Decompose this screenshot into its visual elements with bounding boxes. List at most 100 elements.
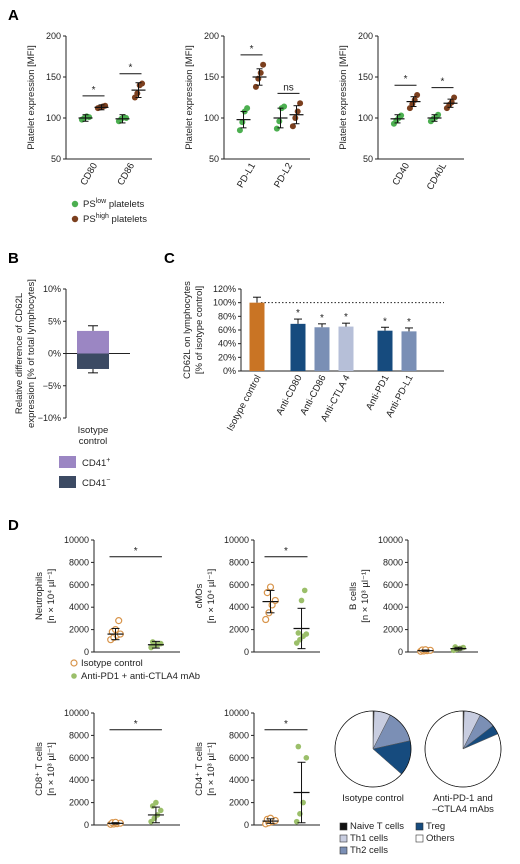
pie-legend-swatch: [339, 846, 348, 855]
y-tick-label: 100: [358, 113, 373, 123]
panel-label-a: A: [8, 7, 19, 24]
y-tick-label: 8000: [383, 557, 403, 567]
y-tick-label: 2000: [69, 798, 89, 808]
significance-label: *: [441, 77, 445, 88]
y-tick-label: 0: [84, 647, 89, 657]
chart-d6: Isotype control: [334, 710, 412, 804]
chart-d3: 0 2000 4000 6000 8000 10000 B cells [n × 10³ µl…: [348, 535, 478, 657]
legend-label: CD41−: [82, 477, 110, 489]
bar: [290, 323, 306, 371]
y-tick-label: 0%: [48, 349, 61, 359]
y-tick-label: 20%: [218, 352, 236, 362]
pie-outline: [424, 710, 502, 788]
data-point: [157, 807, 164, 814]
y-axis-unit: [n × 10⁴ µl⁻¹]: [46, 569, 57, 623]
legend-label: CD41+: [82, 457, 110, 469]
bar: [401, 331, 417, 371]
data-point: [435, 111, 442, 118]
data-point: [292, 115, 299, 121]
y-axis-unit: [n × 10³ µl⁻¹]: [360, 569, 371, 623]
y-axis-label: B cells: [348, 582, 359, 610]
legend-iso-marker: [70, 659, 78, 667]
bar: [314, 327, 330, 371]
chart-b: −10% −5% 0% 5% 10% Relative difference of CD6…: [14, 279, 130, 489]
y-tick-label: 60%: [218, 325, 236, 335]
bar: [77, 330, 109, 354]
data-point: [257, 69, 264, 76]
data-point: [236, 127, 243, 134]
pie-title-line2: –CTLA4 mAbs: [432, 804, 494, 815]
legend-anti-label: Anti-PD1 + anti-CTLA4 mAb: [81, 671, 200, 682]
y-tick-label: 6000: [383, 580, 403, 590]
y-axis-label: Platelet expression [MFI]: [338, 45, 349, 150]
pie-title-line1: Anti-PD-1 and: [433, 793, 493, 804]
y-tick-label: 4000: [383, 602, 403, 612]
legend-swatch: [59, 456, 76, 468]
x-tick-label-line2: control: [79, 436, 108, 447]
chart-a2: 50 100 150 200 Platelet expression [MFI] PD-L…: [184, 31, 310, 190]
legend-swatch: [59, 476, 76, 488]
y-tick-label: 150: [358, 72, 373, 82]
bar: [77, 353, 109, 369]
significance-label: *: [296, 308, 300, 319]
chart-d7: Anti-PD-1 and–CTLA4 mAbs: [424, 710, 502, 815]
y-tick-label: 200: [204, 31, 219, 41]
pie-legend-label: Treg: [426, 821, 445, 832]
y-tick-label: 2000: [383, 625, 403, 635]
significance-label: *: [92, 85, 96, 96]
chart-d5: 0 2000 4000 6000 8000 10000 CD4⁺ T cells [n × 1…: [194, 708, 320, 830]
pie-legend-label: Naive T cells: [350, 821, 404, 832]
y-tick-label: 10000: [378, 535, 403, 545]
panel-label-b: B: [8, 250, 19, 267]
pie-legend-swatch: [415, 834, 424, 843]
pie-legend-swatch: [339, 822, 348, 831]
chart-a3: 50 100 150 200 Platelet expression [MFI] CD40…: [338, 31, 464, 192]
data-point: [297, 100, 304, 107]
x-tick-label: CD40: [390, 161, 412, 188]
significance-label: *: [383, 316, 387, 327]
y-tick-label: 6000: [69, 580, 89, 590]
data-point: [301, 587, 308, 594]
data-point: [289, 123, 296, 130]
significance-label: *: [284, 546, 288, 557]
pie-title: Isotype control: [342, 793, 404, 804]
y-tick-label: 6000: [229, 753, 249, 763]
y-tick-label: 10000: [224, 708, 249, 718]
x-tick-label: CD86: [115, 161, 137, 188]
data-point: [115, 617, 123, 625]
panel-label-c: C: [164, 250, 175, 267]
y-tick-label: 8000: [229, 557, 249, 567]
x-tick-label-line1: Isotype: [78, 425, 109, 436]
y-axis-label: cMOs: [194, 583, 205, 608]
data-point: [293, 818, 300, 825]
legend-anti-marker: [71, 673, 77, 679]
y-tick-label: 0: [398, 647, 403, 657]
significance-label: *: [344, 312, 348, 323]
y-axis-unit: [n × 10³ µl⁻¹]: [46, 742, 57, 796]
y-tick-label: 8000: [69, 730, 89, 740]
pie-legend-swatch: [339, 834, 348, 843]
x-tick-label: CD80: [78, 161, 100, 188]
y-tick-label: 4000: [229, 775, 249, 785]
data-point: [295, 743, 302, 750]
chart-d1: 0 2000 4000 6000 8000 10000 Neutrophils [n × 10…: [34, 535, 180, 657]
significance-label: *: [320, 313, 324, 324]
data-point: [149, 639, 156, 645]
y-tick-label: 80%: [218, 311, 236, 321]
y-tick-label: 2000: [69, 625, 89, 635]
data-point: [398, 112, 405, 119]
legend-ps-low-marker: [71, 200, 79, 208]
y-tick-label: 0: [244, 820, 249, 830]
x-tick-label: CD40L: [425, 161, 449, 192]
y-tick-label: 200: [46, 31, 61, 41]
y-axis-unit: [n × 10⁴ µl⁻¹]: [206, 569, 217, 623]
y-tick-label: 6000: [69, 753, 89, 763]
y-tick-label: 200: [358, 31, 373, 41]
legend-iso-label: Isotype control: [81, 658, 143, 669]
y-axis-label: Platelet expression [MFI]: [26, 45, 37, 150]
significance-label: *: [250, 44, 254, 55]
y-tick-label: 150: [204, 72, 219, 82]
x-tick-label: Isotype control: [225, 373, 264, 433]
y-tick-label: 0%: [223, 366, 236, 376]
